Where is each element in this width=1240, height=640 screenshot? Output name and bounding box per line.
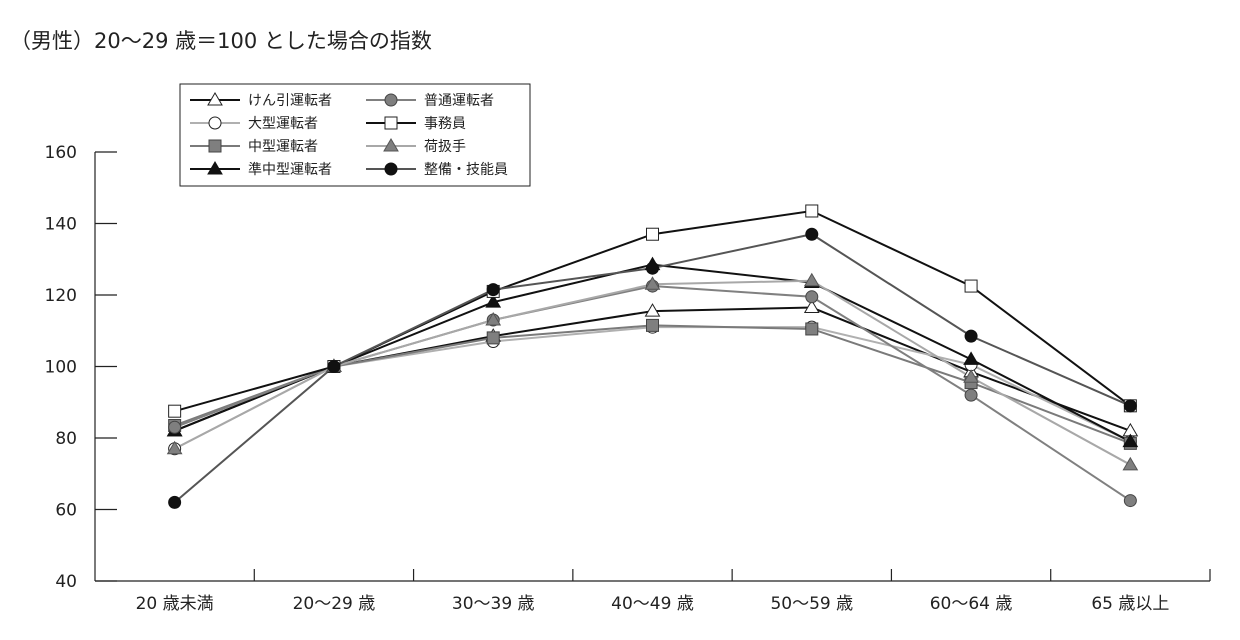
data-point (963, 369, 979, 383)
data-point (327, 360, 341, 373)
data-point (168, 495, 182, 509)
y-tick-label: 60 (55, 501, 77, 521)
data-point (803, 272, 820, 287)
chart-title: （男性）20〜29 歳＝100 とした場合の指数 (10, 29, 432, 53)
data-point (1123, 399, 1137, 413)
y-tick-label: 100 (45, 358, 77, 378)
data-point (166, 440, 183, 455)
legend-item: 普通運転者 (366, 93, 494, 109)
data-point (646, 227, 659, 241)
legend-marker (383, 138, 399, 152)
data-point (803, 299, 820, 314)
y-tick-label: 120 (45, 286, 77, 306)
x-tick-label: 30〜39 歳 (452, 594, 535, 614)
y-tick-label: 160 (45, 143, 77, 163)
series-line (174, 285, 1131, 502)
data-point (1122, 433, 1139, 448)
legend-label: けん引運転者 (248, 93, 332, 109)
legend-item: 整備・技能員 (366, 162, 508, 178)
x-tick-label: 60〜64 歳 (930, 594, 1013, 614)
legend-marker (384, 162, 398, 176)
legend-item: 大型運転者 (190, 116, 318, 132)
data-point (644, 276, 661, 290)
series-layer (166, 204, 1139, 509)
data-point (644, 303, 661, 317)
legend-label: 中型運転者 (248, 139, 318, 155)
legend-label: 普通運転者 (424, 93, 494, 109)
y-tick-label: 40 (55, 572, 77, 592)
data-point (963, 351, 979, 365)
series-5 (174, 285, 1131, 502)
x-tick-label: 20 歳未満 (136, 594, 214, 614)
legend-label: 大型運転者 (248, 116, 318, 132)
data-point (1123, 494, 1137, 508)
legend-label: 整備・技能員 (424, 162, 508, 178)
data-point (805, 322, 819, 336)
x-tick-label: 20〜29 歳 (293, 594, 376, 614)
data-point (168, 420, 182, 434)
x-tick-label: 50〜59 歳 (770, 594, 853, 614)
data-point (805, 227, 819, 241)
data-point (964, 388, 978, 402)
x-tick-label: 40〜49 歳 (611, 594, 694, 614)
data-point (964, 279, 978, 293)
legend-marker (384, 116, 398, 130)
legend-item: 準中型運転者 (190, 161, 332, 178)
legend-label: 事務員 (424, 116, 466, 132)
legend-marker (207, 92, 223, 106)
legend-item: 事務員 (366, 116, 466, 132)
y-tick-label: 140 (45, 215, 77, 235)
x-tick-label: 65 歳以上 (1091, 594, 1169, 614)
data-point (168, 404, 182, 418)
legend-item: 荷扱手 (366, 138, 466, 155)
legend-marker (208, 139, 222, 153)
data-point (1122, 456, 1139, 471)
data-point (805, 204, 819, 218)
data-point (646, 318, 659, 332)
axes: 40 60 80 100 120 140 160 20 歳未満 20〜29 歳 30〜39 歳 40… (45, 143, 1211, 614)
data-point (805, 290, 819, 304)
legend-item: けん引運転者 (190, 92, 332, 109)
data-point (486, 331, 500, 345)
legend-marker (207, 161, 223, 175)
data-point (485, 294, 502, 308)
data-point (964, 329, 978, 343)
legend-item: 中型運転者 (190, 139, 318, 155)
legend-label: 準中型運転者 (248, 162, 332, 178)
legend-label: 荷扱手 (424, 139, 466, 155)
series-8-points (168, 227, 1137, 509)
data-point (486, 283, 500, 297)
y-tick-label: 80 (55, 429, 77, 449)
legend-marker (384, 93, 398, 107)
data-point (646, 261, 659, 275)
legend-marker (208, 116, 222, 130)
data-point (485, 312, 502, 326)
